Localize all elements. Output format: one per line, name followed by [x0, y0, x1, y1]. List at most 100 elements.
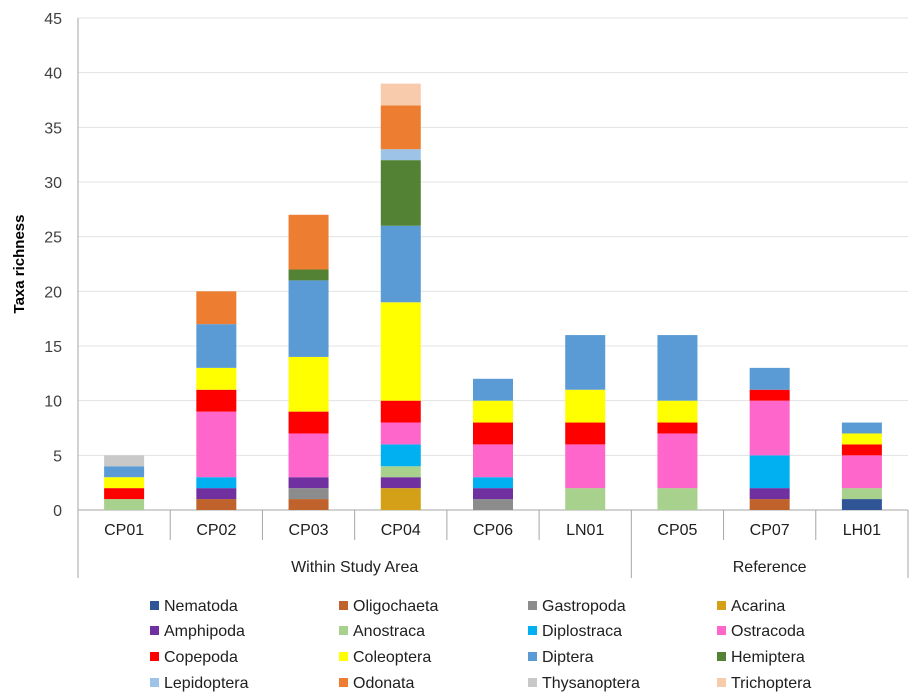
legend-label: Diptera [542, 649, 594, 666]
y-axis: 0 5 10 15 20 25 30 35 40 45 [44, 11, 908, 520]
x-tick-label-cp07: CP07 [750, 522, 790, 539]
bar-cp01-thysanoptera [104, 455, 145, 467]
legend-item-amphipoda: Amphipoda [150, 623, 245, 640]
legend-item-acarina: Acarina [717, 598, 785, 615]
legend-swatch [717, 678, 726, 687]
bar-cp02-odonata [196, 291, 237, 325]
legend-label: Oligochaeta [353, 598, 438, 615]
legend-label: Acarina [731, 598, 785, 615]
bar-cp06-copepoda [473, 422, 513, 445]
bar-cp04-lepidoptera [380, 149, 421, 161]
x-tick-label-cp03: CP03 [289, 522, 329, 539]
bar-cp05-anostraca [657, 488, 698, 510]
legend-swatch [150, 601, 159, 610]
bar-cp03-amphipoda [288, 477, 329, 489]
bar-cp02-copepoda [196, 389, 237, 412]
x-tick-label-cp01: CP01 [104, 522, 144, 539]
bar-cp05-diptera [657, 335, 698, 401]
bar-cp03-oligochaeta [288, 499, 329, 510]
legend-label: Thysanoptera [542, 675, 640, 692]
legend-label: Ostracoda [731, 623, 805, 640]
bar-lh01-anostraca [841, 488, 882, 500]
bar-cp03-copepoda [288, 411, 329, 434]
legend-label: Diplostraca [542, 623, 622, 640]
legend-label: Hemiptera [731, 649, 805, 666]
legend-swatch [528, 652, 537, 661]
legend-label: Odonata [353, 675, 414, 692]
legend-label: Amphipoda [164, 623, 245, 640]
y-tick-label: 45 [44, 11, 62, 28]
legend-swatch [717, 626, 726, 635]
bar-ln01-ostracoda [565, 444, 606, 489]
legend-swatch [150, 626, 159, 635]
legend-item-copepoda: Copepoda [150, 649, 238, 666]
y-tick-label: 20 [44, 284, 62, 301]
legend-swatch [717, 601, 726, 610]
bar-cp04-diptera [380, 225, 421, 303]
legend-swatch [339, 652, 348, 661]
legend-item-diptera: Diptera [528, 649, 594, 666]
y-tick-label: 25 [44, 230, 62, 247]
bar-cp05-ostracoda [657, 433, 698, 489]
legend-item-ostracoda: Ostracoda [717, 623, 805, 640]
bar-cp04-diplostraca [380, 444, 421, 467]
legend-item-gastropoda: Gastropoda [528, 598, 626, 615]
bar-cp05-copepoda [657, 422, 698, 434]
legend-label: Copepoda [164, 649, 238, 666]
bar-cp03-ostracoda [288, 433, 329, 478]
bar-cp03-coleoptera [288, 356, 329, 412]
bar-cp03-diptera [288, 280, 329, 357]
bar-cp04-amphipoda [380, 477, 421, 489]
legend-item-anostraca: Anostraca [339, 623, 425, 640]
bar-cp06-diptera [473, 378, 513, 401]
bar-cp06-gastropoda [473, 499, 513, 510]
bar-lh01-copepoda [841, 444, 882, 456]
bar-ln01-coleoptera [565, 389, 606, 423]
legend-label: Lepidoptera [164, 675, 249, 692]
bar-cp02-amphipoda [196, 488, 237, 500]
bar-cp04-odonata [380, 105, 421, 150]
bar-cp04-copepoda [380, 400, 421, 423]
group-label-reference: Reference [733, 559, 807, 576]
bar-ln01-anostraca [565, 488, 606, 510]
bar-cp01-coleoptera [104, 477, 145, 489]
bar-cp04-anostraca [380, 466, 421, 478]
bar-cp07-ostracoda [749, 400, 790, 456]
bar-cp02-ostracoda [196, 411, 237, 478]
legend-swatch [339, 678, 348, 687]
y-tick-label: 40 [44, 66, 62, 83]
legend-label: Trichoptera [731, 675, 811, 692]
bar-ln01-copepoda [565, 422, 606, 445]
bar-cp02-oligochaeta [196, 499, 237, 510]
bar-cp03-gastropoda [288, 488, 329, 500]
legend-item-diplostraca: Diplostraca [528, 623, 622, 640]
legend-label: Anostraca [353, 623, 425, 640]
bar-cp07-diptera [749, 367, 790, 390]
group-label-within-study-area: Within Study Area [291, 559, 418, 576]
bar-cp04-ostracoda [380, 422, 421, 445]
bar-cp01-anostraca [104, 499, 145, 510]
legend: Nematoda Oligochaeta Gastropoda Acarina Amph… [150, 598, 811, 692]
legend-label: Nematoda [164, 598, 238, 615]
bar-cp04-hemiptera [380, 160, 421, 226]
y-tick-label: 15 [44, 339, 62, 356]
bar-cp01-copepoda [104, 488, 145, 500]
bar-cp02-diplostraca [196, 477, 237, 489]
bar-cp06-coleoptera [473, 400, 513, 423]
x-axis: CP01 CP02 CP03 CP04 CP06 LN01 CP05 CP07 LH01 With… [77, 510, 909, 578]
legend-item-nematoda: Nematoda [150, 598, 238, 615]
legend-item-trichoptera: Trichoptera [717, 675, 811, 692]
y-tick-label: 35 [44, 120, 62, 137]
bar-lh01-ostracoda [841, 455, 882, 489]
bar-cp04-coleoptera [380, 302, 421, 401]
bar-cp01-diptera [104, 466, 145, 478]
bar-cp07-oligochaeta [749, 499, 790, 510]
legend-swatch [717, 652, 726, 661]
bar-lh01-diptera [841, 422, 882, 434]
bar-cp03-hemiptera [288, 269, 329, 281]
bar-cp07-copepoda [749, 389, 790, 401]
bar-cp06-diplostraca [473, 477, 513, 489]
y-tick-label: 0 [53, 503, 62, 520]
